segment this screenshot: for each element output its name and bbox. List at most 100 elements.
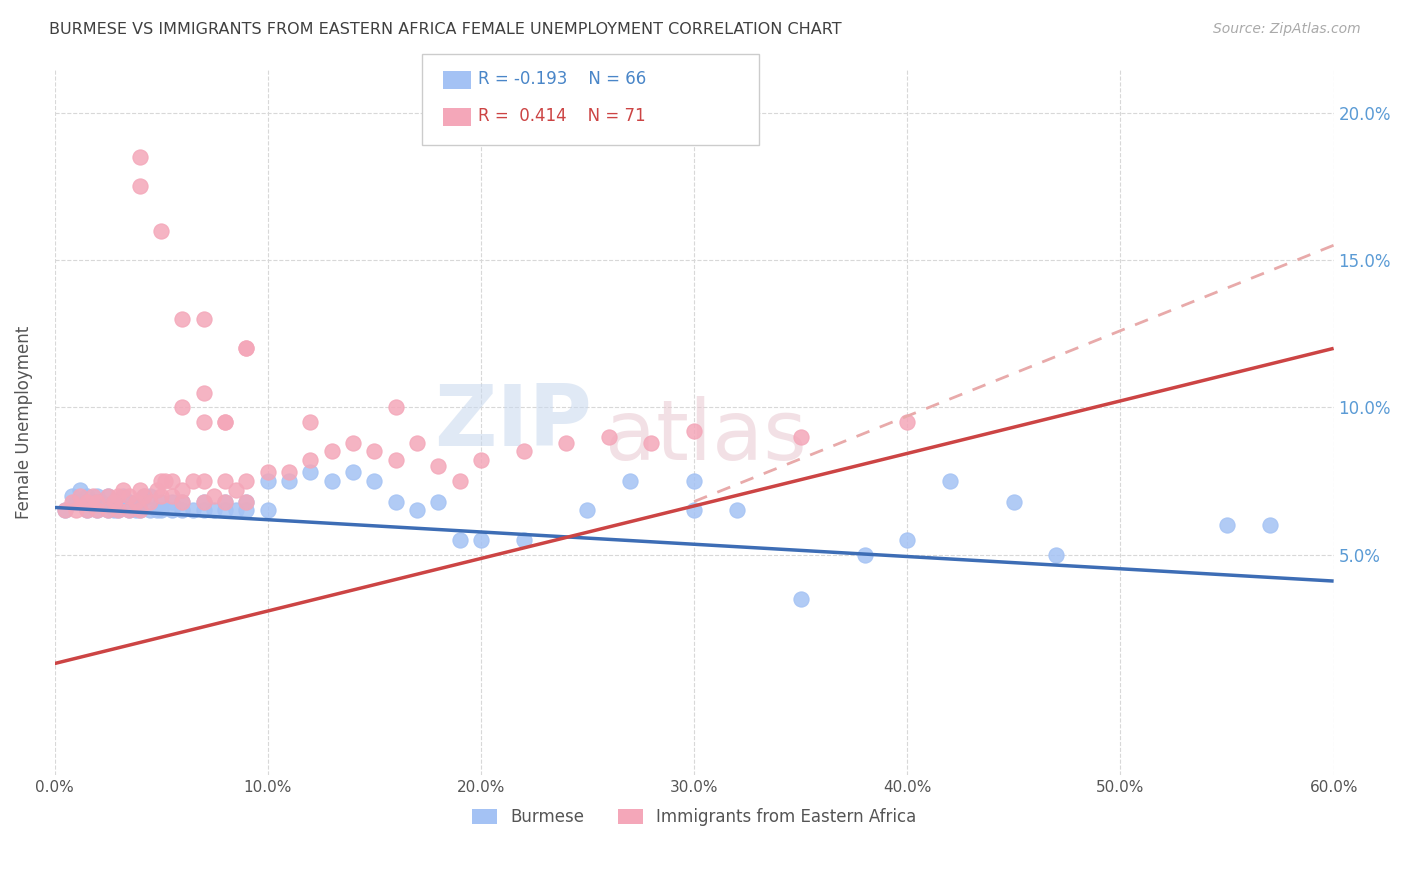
Point <box>406 435 429 450</box>
Point <box>107 503 129 517</box>
Y-axis label: Female Unemployment: Female Unemployment <box>15 326 32 518</box>
Point <box>214 415 236 429</box>
Point <box>65 494 87 508</box>
Point <box>342 435 364 450</box>
Point <box>384 494 406 508</box>
Point <box>235 474 257 488</box>
Point <box>427 459 450 474</box>
Point <box>449 474 471 488</box>
Point <box>128 503 150 517</box>
Point <box>150 474 173 488</box>
Point <box>214 494 236 508</box>
Point <box>128 179 150 194</box>
Point <box>155 474 177 488</box>
Point <box>76 494 98 508</box>
Point <box>107 503 129 517</box>
Point <box>82 494 104 508</box>
Point <box>725 503 748 517</box>
Point <box>193 415 215 429</box>
Point <box>512 533 534 547</box>
Point <box>683 503 706 517</box>
Point <box>640 435 662 450</box>
Point <box>896 533 918 547</box>
Point <box>132 489 155 503</box>
Point <box>512 444 534 458</box>
Point <box>60 494 83 508</box>
Point <box>204 489 226 503</box>
Point <box>86 503 108 517</box>
Point <box>97 489 120 503</box>
Text: R =  0.414    N = 71: R = 0.414 N = 71 <box>478 107 645 125</box>
Point <box>139 494 162 508</box>
Point <box>172 503 194 517</box>
Legend: Burmese, Immigrants from Eastern Africa: Burmese, Immigrants from Eastern Africa <box>464 799 925 834</box>
Point <box>193 494 215 508</box>
Point <box>118 503 141 517</box>
Point <box>86 494 108 508</box>
Point <box>235 494 257 508</box>
Point <box>384 401 406 415</box>
Point <box>150 223 173 237</box>
Point <box>256 474 278 488</box>
Point <box>97 503 120 517</box>
Text: ZIP: ZIP <box>434 381 592 464</box>
Point <box>139 503 162 517</box>
Point <box>789 591 811 606</box>
Point <box>235 494 257 508</box>
Point <box>60 489 83 503</box>
Point <box>299 415 322 429</box>
Point <box>107 489 129 503</box>
Point <box>789 430 811 444</box>
Point <box>321 444 343 458</box>
Point <box>225 503 247 517</box>
Point <box>160 489 183 503</box>
Point <box>363 474 385 488</box>
Point <box>69 483 91 497</box>
Point <box>193 312 215 326</box>
Point <box>299 465 322 479</box>
Text: atlas: atlas <box>605 396 806 476</box>
Point <box>97 489 120 503</box>
Point <box>896 415 918 429</box>
Point <box>555 435 578 450</box>
Point <box>172 494 194 508</box>
Point <box>470 533 492 547</box>
Point <box>619 474 641 488</box>
Point <box>146 503 169 517</box>
Point <box>97 503 120 517</box>
Point <box>86 503 108 517</box>
Point <box>150 494 173 508</box>
Text: R = -0.193    N = 66: R = -0.193 N = 66 <box>478 70 647 88</box>
Point <box>181 474 204 488</box>
Point <box>256 503 278 517</box>
Point <box>107 494 129 508</box>
Point <box>449 533 471 547</box>
Point <box>124 494 146 508</box>
Point <box>128 483 150 497</box>
Point <box>235 342 257 356</box>
Point <box>150 489 173 503</box>
Point <box>193 385 215 400</box>
Point <box>160 503 183 517</box>
Point <box>256 465 278 479</box>
Point <box>103 503 125 517</box>
Point <box>384 453 406 467</box>
Point <box>278 474 301 488</box>
Point <box>128 150 150 164</box>
Point <box>65 503 87 517</box>
Point <box>214 474 236 488</box>
Point <box>128 503 150 517</box>
Point <box>139 489 162 503</box>
Point <box>342 465 364 479</box>
Point <box>181 503 204 517</box>
Point <box>204 503 226 517</box>
Point <box>53 503 76 517</box>
Point <box>363 444 385 458</box>
Point <box>427 494 450 508</box>
Point <box>1002 494 1025 508</box>
Point <box>160 494 183 508</box>
Point <box>1258 518 1281 533</box>
Point <box>214 503 236 517</box>
Point <box>235 503 257 517</box>
Point <box>193 494 215 508</box>
